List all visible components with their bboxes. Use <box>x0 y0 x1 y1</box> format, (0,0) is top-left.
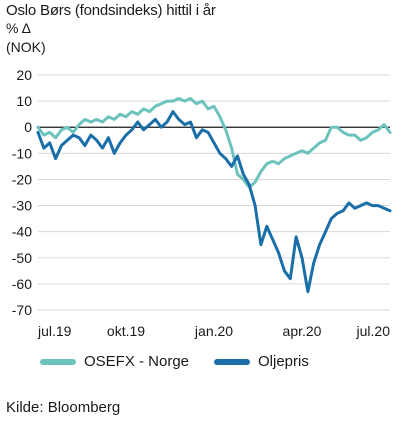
series-line-0 <box>36 97 392 189</box>
legend-swatch-osefx <box>40 358 76 365</box>
chart-title: Oslo Børs (fondsindeks) hittil i år <box>6 2 216 19</box>
line-chart: 20 10 0 -10 -20 -30 -40 -50 -60 -70 jul.19 okt.19 ja… <box>12 67 392 339</box>
x-tick-label-0: jul.19 <box>37 323 72 339</box>
legend: OSEFX - Norge Oljepris <box>0 353 413 377</box>
x-tick-label-3: apr.20 <box>283 323 322 339</box>
y-tick-label-1: 10 <box>16 93 32 109</box>
y-tick-label-0: 20 <box>16 67 32 83</box>
legend-item-osefx: OSEFX - Norge <box>40 353 189 370</box>
legend-label-osefx: OSEFX - Norge <box>84 353 190 370</box>
y-tick-label-8: -60 <box>12 276 32 292</box>
source-note: Kilde: Bloomberg <box>6 399 121 416</box>
y-tick-label-3: -10 <box>12 145 32 161</box>
unit-label-percent: % Δ <box>6 20 31 36</box>
unit-label-currency: (NOK) <box>6 39 46 55</box>
y-tick-label-7: -50 <box>12 250 32 266</box>
legend-swatch-oljepris <box>214 358 250 365</box>
x-tick-label-2: jan.20 <box>194 323 233 339</box>
legend-label-oljepris: Oljepris <box>258 353 309 370</box>
y-tick-label-5: -30 <box>12 198 32 214</box>
y-tick-label-9: -70 <box>12 302 32 318</box>
y-tick-label-2: 0 <box>24 119 32 135</box>
y-tick-label-4: -20 <box>12 171 32 187</box>
x-tick-label-4: jul.20 <box>356 323 391 339</box>
legend-item-oljepris: Oljepris <box>214 353 309 370</box>
y-tick-label-6: -40 <box>12 224 32 240</box>
series-line-1 <box>36 110 392 294</box>
x-tick-label-1: okt.19 <box>107 323 145 339</box>
